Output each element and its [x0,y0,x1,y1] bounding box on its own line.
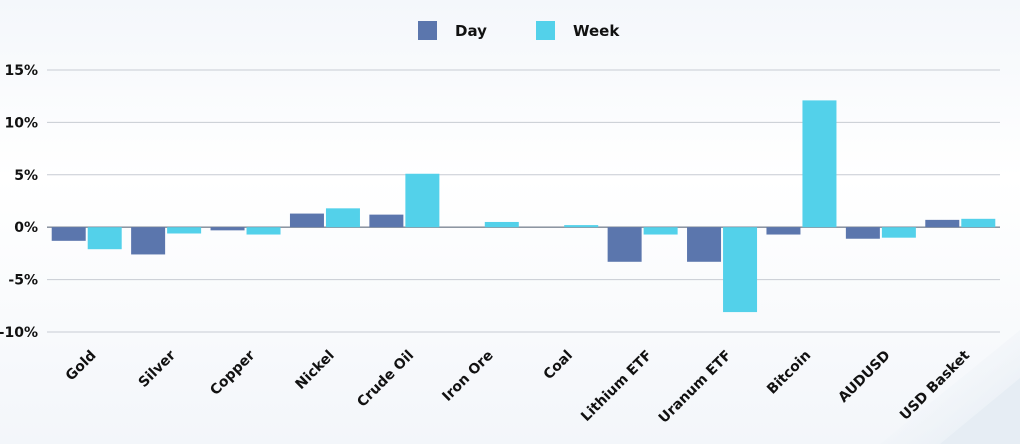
legend-label-day: Day [455,22,487,40]
x-tick-label: Iron Ore [439,348,496,405]
bar-week-silver [167,227,202,234]
y-tick-label: 5% [14,168,38,184]
bar-day-bitcoin [766,227,801,235]
bar-week-bitcoin [802,100,837,228]
bars [51,100,996,313]
bar-day-crude-oil [369,214,404,228]
bar-week-copper [246,227,281,235]
bar-week-nickel [325,208,360,228]
grid: 15% 10% 5% 0% -5% -10% [0,63,1000,341]
x-tick-label: Uranum ETF [656,348,735,427]
bar-week-coal [564,225,599,228]
legend-swatch-day [418,21,437,40]
x-tick-label: Gold [63,348,100,385]
bar-day-audusd [845,227,880,239]
background-decoration [880,330,1020,444]
x-tick-label: AUDUSD [835,348,893,406]
bar-week-usd-basket [961,218,996,228]
bar-day-silver [131,227,166,255]
legend-label-week: Week [573,22,620,40]
x-tick-label: Lithium ETF [578,348,655,425]
x-tick-label: Bitcoin [764,348,814,398]
y-tick-label: 10% [4,115,38,131]
x-tick-label: Silver [136,347,179,390]
y-tick-label: -10% [0,325,38,341]
y-tick-label: 15% [4,63,38,79]
bar-day-usd-basket [925,219,960,228]
legend: Day Week [418,21,620,40]
category-labels: Gold Silver Copper Nickel Crude Oil Iron Ore C… [63,347,974,426]
bar-day-lithium-etf [607,227,642,262]
y-tick-label: -5% [8,273,38,289]
bar-week-gold [87,227,122,250]
bar-week-lithium-etf [643,227,678,235]
bar-day-nickel [289,213,324,228]
bar-day-uranum-etf [687,227,722,262]
y-tick-label: 0% [14,220,38,236]
bar-week-uranum-etf [723,227,758,313]
bar-day-gold [51,227,86,241]
x-tick-label: Copper [207,347,258,398]
x-tick-label: Nickel [292,348,337,393]
legend-swatch-week [536,21,555,40]
x-tick-label: Coal [541,348,576,383]
bar-week-iron-ore [484,221,519,228]
x-tick-label: Crude Oil [354,348,417,411]
bar-week-audusd [881,227,916,238]
bar-day-copper [210,227,245,231]
bar-week-crude-oil [405,173,440,228]
